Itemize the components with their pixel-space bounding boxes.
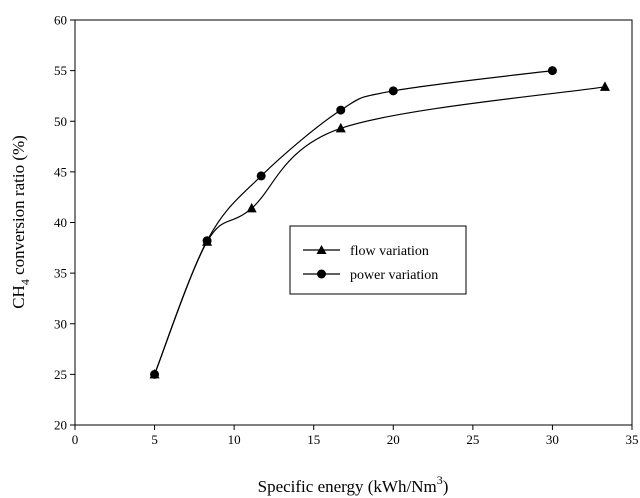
y-axis-label-rest: conversion ratio (%): [9, 135, 28, 279]
data-point-circle: [150, 369, 160, 379]
x-tick-label: 10: [228, 432, 241, 447]
y-tick-label: 25: [54, 367, 67, 382]
y-tick-label: 45: [54, 164, 67, 179]
x-axis-label: Specific energy (kWh/Nm3): [258, 473, 449, 496]
x-tick-label: 20: [387, 432, 400, 447]
y-tick-label: 20: [54, 418, 67, 433]
x-tick-label: 35: [626, 432, 639, 447]
legend-box: [289, 225, 467, 295]
y-axis-label: CH4 conversion ratio (%): [9, 135, 32, 309]
legend-marker-triangle: [316, 245, 327, 254]
y-tick-label: 30: [54, 316, 67, 331]
tick-marks: 0 5 10 15 20 25 30 35 20 25 30 35 40 45 50 55 60: [54, 13, 639, 448]
x-tick-label: 15: [307, 432, 320, 447]
x-tick-label: 0: [72, 432, 79, 447]
data-point-circle: [202, 236, 212, 246]
data-point-circle: [388, 86, 398, 96]
data-point-circle: [547, 66, 557, 76]
legend-label-flow: flow variation: [350, 244, 429, 259]
x-tick-label: 30: [546, 432, 559, 447]
legend: flow variation power variation: [289, 225, 467, 295]
x-tick-label: 25: [466, 432, 479, 447]
data-point-triangle: [599, 81, 610, 91]
legend-label-power: power variation: [350, 268, 438, 283]
x-axis-label-end: ): [443, 477, 449, 496]
x-tick-label: 5: [151, 432, 158, 447]
y-tick-label: 55: [54, 63, 67, 78]
y-tick-label: 40: [54, 215, 67, 230]
data-point-triangle: [246, 202, 257, 213]
y-axis-label-subscript: 4: [18, 279, 32, 285]
x-axis-label-superscript: 3: [437, 473, 443, 487]
y-tick-label: 50: [54, 114, 67, 129]
series-markers: [149, 66, 610, 379]
data-point-circle: [256, 171, 266, 181]
series-line-1: [154, 70, 553, 375]
legend-marker-circle: [317, 269, 326, 279]
y-tick-label: 35: [54, 266, 67, 281]
series-lines: [154, 70, 606, 375]
y-tick-label: 60: [54, 13, 67, 28]
data-point-triangle: [335, 122, 346, 133]
data-point-circle: [336, 105, 346, 115]
